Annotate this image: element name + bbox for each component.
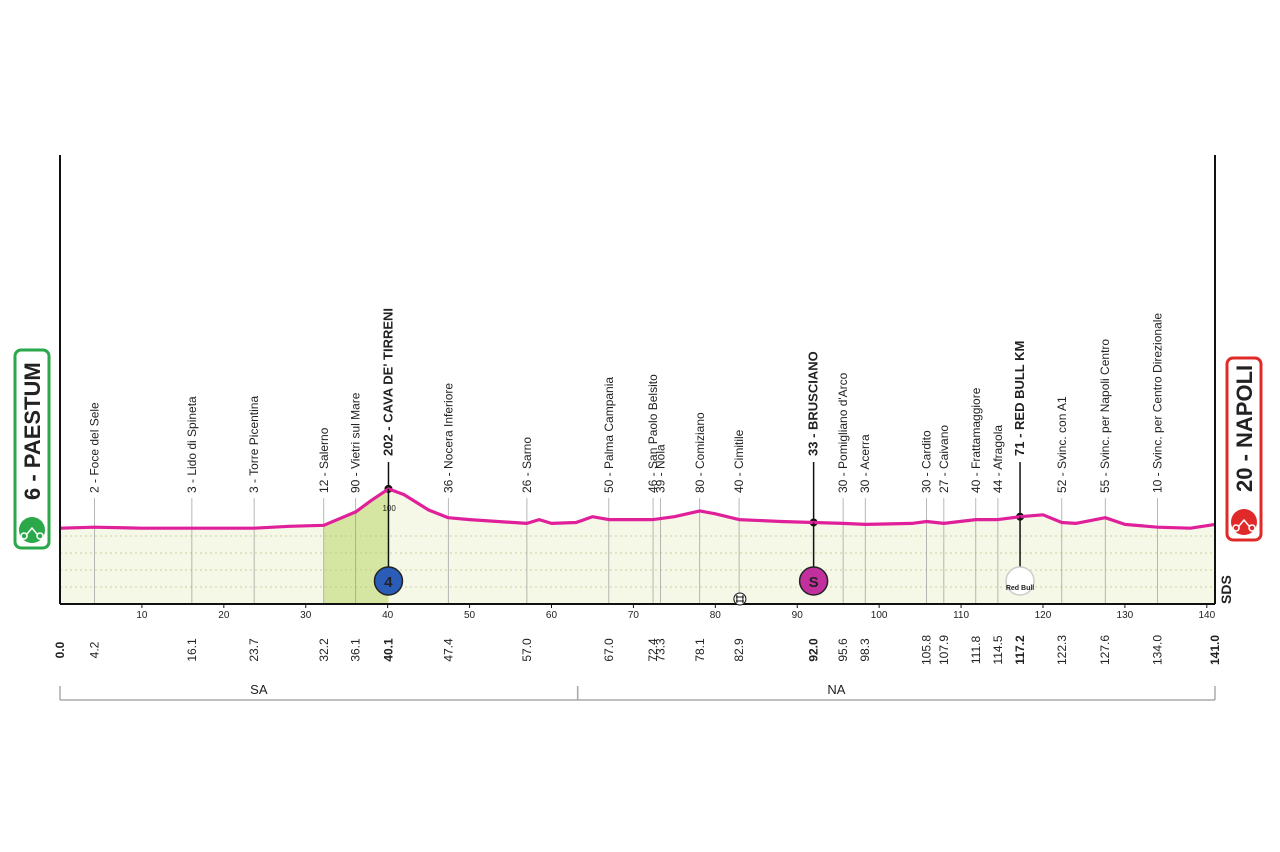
km-label: 134.0	[1151, 635, 1165, 665]
km-label: 4.2	[87, 641, 101, 658]
waypoint-name: 27 - Caivano	[937, 425, 951, 493]
crossing-icon	[733, 592, 747, 606]
km-label: 114.5	[991, 635, 1005, 664]
x-tick-label: 120	[1035, 610, 1052, 621]
km-label: 32.2	[317, 638, 331, 662]
region-name: NA	[827, 682, 845, 697]
km-label: 40.1	[381, 638, 395, 662]
waypoint-name: 26 - Sarno	[520, 437, 534, 493]
km-label: 95.6	[836, 638, 850, 662]
marker-label: Red Bull	[1006, 585, 1034, 592]
km-label: 0.0	[53, 641, 67, 658]
x-tick-label: 130	[1117, 610, 1134, 621]
endpoint-icon	[19, 517, 45, 543]
waypoint-name: 46 - San Paolo Belsito	[646, 374, 660, 493]
x-tick-label: 100	[871, 610, 888, 621]
waypoint-name: 33 - BRUSCIANO	[806, 351, 821, 456]
x-tick-label: 30	[300, 610, 312, 621]
waypoint-name: 12 - Salerno	[317, 427, 331, 493]
endpoint-name: 20 - NAPOLI	[1232, 365, 1257, 492]
km-label: 105.8	[920, 635, 934, 665]
x-tick-label: 50	[464, 610, 476, 621]
x-tick-label: 90	[792, 610, 804, 621]
km-label: 98.3	[858, 638, 872, 662]
km-label: 36.1	[349, 638, 363, 662]
marker-icon	[798, 566, 829, 596]
waypoint-name: 40 - Cimitile	[732, 429, 746, 493]
km-label: 141.0	[1208, 635, 1222, 665]
km-label: 78.1	[693, 638, 707, 662]
waypoint-name: 36 - Nocera Inferiore	[441, 383, 455, 493]
x-tick-label: 20	[218, 610, 230, 621]
waypoint-name: 30 - Acerra	[858, 434, 872, 493]
waypoint-name: 50 - Palma Campania	[602, 377, 616, 493]
km-label: 82.9	[732, 638, 746, 662]
waypoint-name: 39 - Nola	[653, 444, 667, 493]
waypoint-name: 202 - CAVA DE' TIRRENI	[380, 308, 395, 456]
bike-icon	[1232, 518, 1256, 532]
km-label: 107.9	[937, 635, 951, 665]
waypoint-name: 3 - Torre Picentina	[247, 396, 261, 493]
x-tick-label: 70	[628, 610, 640, 621]
profile-line	[59, 487, 1216, 530]
x-tick-label: 10	[136, 610, 148, 621]
waypoint-name: 90 - Vietri sul Mare	[349, 392, 363, 493]
waypoint-name: 52 - Svinc. con A1	[1055, 396, 1069, 493]
bike-icon	[20, 526, 44, 540]
km-label: 127.6	[1098, 635, 1112, 665]
region-name: SA	[250, 682, 268, 697]
x-tick-label: 80	[710, 610, 722, 621]
waypoint-name: 44 - Afragola	[991, 425, 1005, 493]
waypoint-name: 30 - Cardito	[920, 430, 934, 493]
x-tick-label: 140	[1198, 610, 1215, 621]
endpoint-box	[1225, 356, 1263, 542]
waypoint-name: 30 - Pomigliano d'Arco	[836, 372, 850, 493]
waypoint-name: 40 - Frattamaggiore	[969, 387, 983, 493]
x-tick-label: 60	[546, 610, 558, 621]
waypoint-name: 71 - RED BULL KM	[1012, 341, 1027, 456]
logo: SDS	[1218, 575, 1234, 604]
km-label: 23.7	[247, 638, 261, 662]
km-label: 92.0	[807, 638, 821, 662]
x-tick-label: 110	[953, 610, 969, 621]
marker-icon	[373, 566, 404, 596]
km-label: 117.2	[1013, 635, 1027, 665]
km-label: 111.8	[969, 636, 983, 665]
km-label: 57.0	[520, 638, 534, 662]
crossing-icon-lines	[735, 595, 744, 603]
marker-icon	[1005, 566, 1035, 596]
climb-fill	[323, 488, 389, 604]
marker-label: S	[809, 574, 819, 591]
waypoint-name: 55 - Svinc. per Napoli Centro	[1098, 339, 1112, 493]
waypoint-name: 3 - Lido di Spineta	[185, 396, 199, 493]
km-label: 73.3	[653, 638, 667, 662]
km-label: 72.4	[646, 638, 660, 662]
km-label: 67.0	[602, 638, 616, 662]
waypoint-name: 80 - Comiziano	[693, 412, 707, 493]
km-label: 47.4	[441, 638, 455, 662]
y-tick-label: 100	[382, 504, 396, 513]
x-tick-label: 40	[382, 610, 394, 621]
endpoint-name: 6 - PAESTUM	[20, 362, 45, 500]
marker-label: 4	[384, 574, 393, 591]
km-label: 16.1	[185, 638, 199, 662]
waypoint-name: 10 - Svinc. per Centro Direzionale	[1151, 313, 1165, 493]
km-label: 122.3	[1055, 635, 1069, 665]
endpoint-icon	[1231, 509, 1257, 535]
waypoint-name: 2 - Foce del Sele	[87, 402, 101, 493]
endpoint-box	[13, 348, 51, 550]
